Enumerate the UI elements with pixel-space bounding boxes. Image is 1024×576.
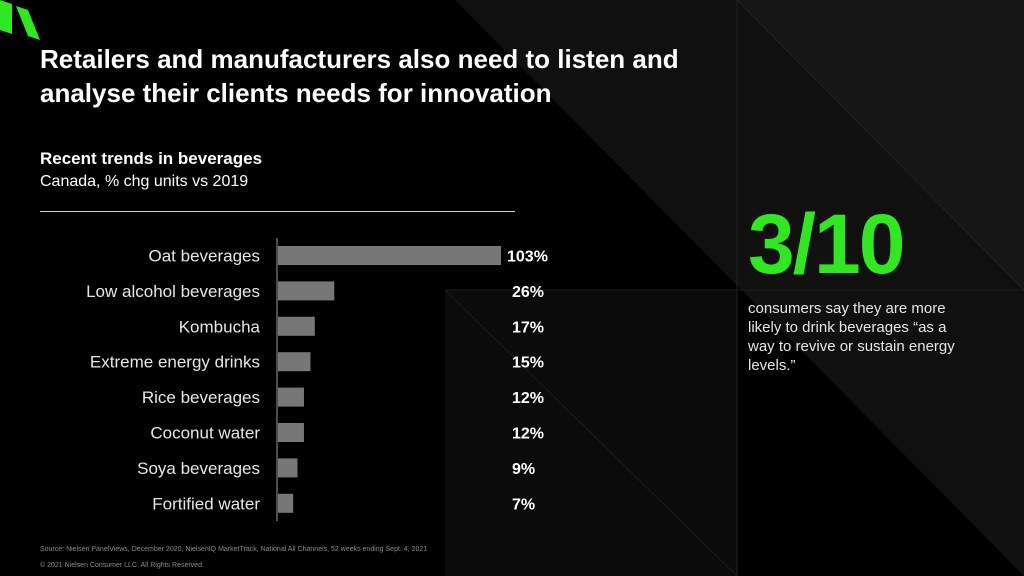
category-label: Coconut water: [150, 424, 260, 443]
source-note: Source: Nielsen PanelViews, December 202…: [40, 546, 428, 553]
bar: [278, 387, 304, 407]
bar: [278, 246, 501, 265]
bar: [278, 316, 315, 336]
category-label: Fortified water: [152, 494, 260, 513]
data-label: 12%: [512, 426, 544, 443]
data-label: 7%: [512, 496, 535, 513]
category-label: Rice beverages: [142, 388, 260, 407]
copyright-note: © 2021 Nielsen Consumer LLC. All Rights …: [40, 562, 204, 569]
stat-value: 3/10: [748, 197, 905, 291]
bar: [278, 458, 298, 478]
data-label: 26%: [512, 284, 544, 301]
divider: [40, 211, 515, 212]
data-label: 15%: [512, 355, 544, 372]
data-label: 103%: [507, 249, 548, 266]
bar: [278, 493, 294, 513]
chart-title: Recent trends in beverages: [40, 149, 263, 168]
data-label: 17%: [512, 319, 544, 336]
category-label: Soya beverages: [137, 459, 260, 478]
chart-subtitle: Canada, % chg units vs 2019: [40, 173, 249, 190]
bar: [278, 423, 304, 442]
brand-logo-icon: [0, 0, 40, 40]
category-label: Low alcohol beverages: [86, 282, 260, 301]
stat-description: consumers say they are more likely to dr…: [748, 300, 955, 374]
bar-chart: Oat beverages 103% Low alcohol beverages 26…: [86, 238, 548, 522]
category-label: Kombucha: [179, 317, 261, 336]
bar: [278, 281, 335, 301]
data-label: 9%: [512, 461, 535, 478]
bar: [278, 352, 311, 372]
data-label: 12%: [512, 390, 544, 407]
category-label: Oat beverages: [148, 247, 260, 266]
category-label: Extreme energy drinks: [90, 353, 260, 372]
page-title: Retailers and manufacturers also need to…: [40, 44, 679, 108]
